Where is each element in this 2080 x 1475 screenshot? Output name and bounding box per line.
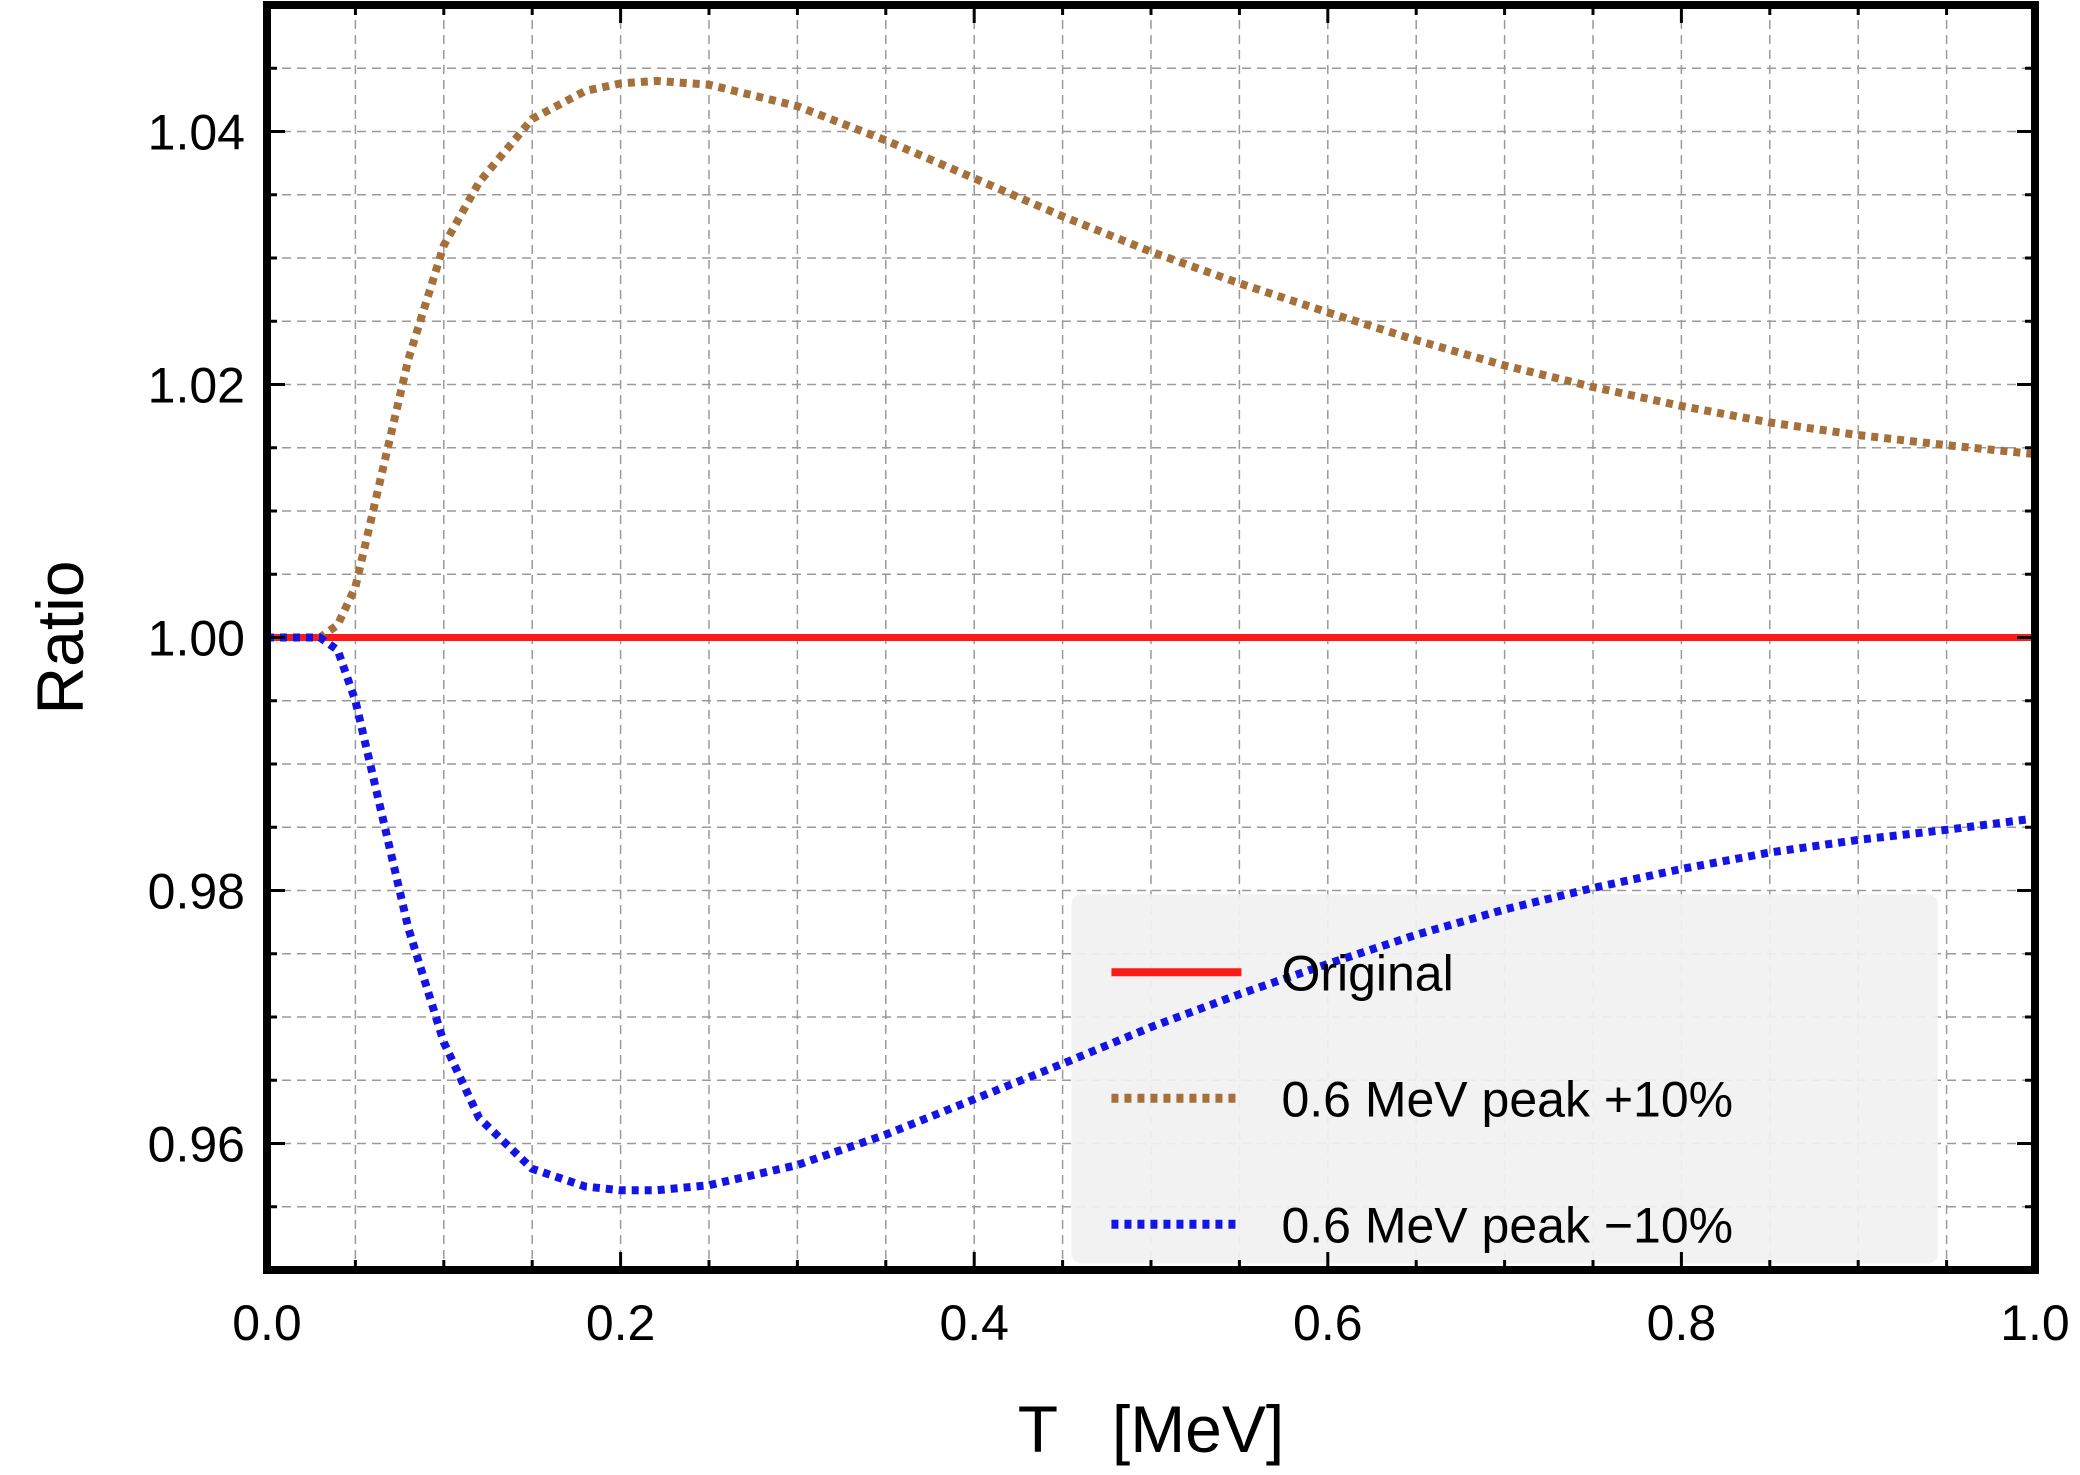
x-axis-label: T [MeV] — [1018, 1392, 1285, 1466]
x-tick-label: 0.4 — [939, 1295, 1009, 1351]
legend-box — [1071, 894, 1938, 1264]
x-tick-label: 0.8 — [1647, 1295, 1717, 1351]
ticks: 0.0 0.2 0.4 0.6 0.8 1.0 0.96 0.98 1.00 1.02 1.04 — [148, 3, 2070, 1351]
y-axis-label: Ratio — [23, 560, 97, 714]
legend-label-3: 0.6 MeV peak −10% — [1281, 1197, 1733, 1253]
series-line-3 — [267, 633, 2036, 1195]
x-tick-label: 0.2 — [586, 1295, 656, 1351]
legend: Original 0.6 MeV peak +10% 0.6 MeV peak −1… — [1111, 945, 1733, 1253]
x-tick-label: 0.6 — [1293, 1295, 1363, 1351]
x-tick-label: 1.0 — [2000, 1295, 2070, 1351]
x-tick-label: 0.0 — [232, 1295, 302, 1351]
legend-label-1: Original — [1281, 945, 1453, 1001]
y-tick-label: 1.04 — [148, 105, 245, 161]
series-group — [267, 76, 2036, 1195]
legend-label-2: 0.6 MeV peak +10% — [1281, 1071, 1733, 1127]
legend-background — [1071, 894, 1938, 1264]
y-tick-label: 0.98 — [148, 864, 245, 920]
y-tick-label: 0.96 — [148, 1117, 245, 1173]
y-tick-label: 1.00 — [148, 611, 245, 667]
y-tick-label: 1.02 — [148, 358, 245, 414]
